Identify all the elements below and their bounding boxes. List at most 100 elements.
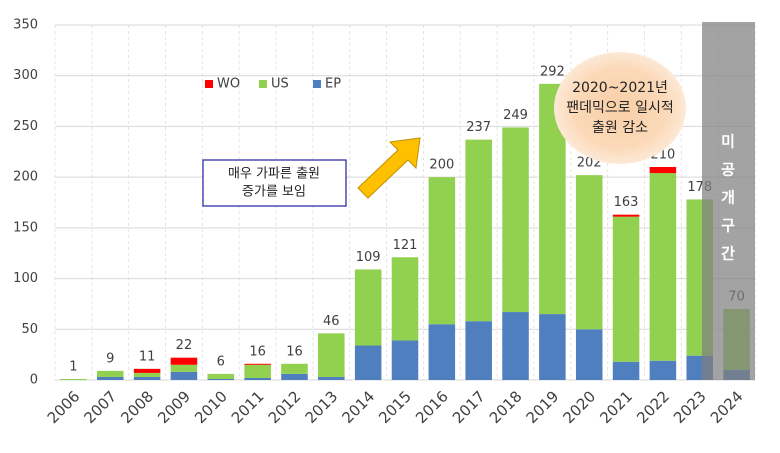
x-tick-label: 2010: [191, 387, 231, 427]
bar-segment: [575, 175, 603, 330]
x-tick-label: 2011: [228, 387, 268, 427]
total-label: 11: [139, 349, 156, 364]
x-tick-label: 2014: [338, 387, 378, 427]
total-label: 200: [429, 158, 454, 173]
total-label: 292: [540, 64, 565, 79]
bar-segment: [244, 377, 271, 380]
bar-segment: [170, 357, 198, 365]
bar-segment: [281, 363, 308, 374]
bar-segment: [612, 216, 640, 362]
arrow: [357, 137, 421, 199]
y-tick-label: 300: [13, 68, 38, 83]
legend-label: EP: [325, 77, 341, 92]
annotation-text: 증가를 보임: [242, 185, 306, 200]
bar-segment: [428, 324, 456, 380]
bar-segment: [97, 376, 124, 380]
bar-segment: [575, 329, 603, 380]
annotation-text: 팬데믹으로 일시적: [566, 100, 674, 116]
x-tick-label: 2012: [265, 387, 305, 427]
bar-segment: [281, 373, 308, 380]
bar-segment: [318, 376, 345, 380]
y-tick-label: 50: [21, 322, 38, 337]
total-label: 6: [217, 354, 225, 369]
y-tick-label: 350: [13, 18, 38, 33]
x-tick-label: 2009: [154, 387, 194, 427]
y-tick-label: 250: [13, 119, 38, 134]
bar-segment: [391, 340, 419, 380]
legend-swatch: [313, 80, 321, 88]
bar-segment: [391, 257, 419, 341]
undisclosed-band: [702, 22, 755, 380]
x-tick-label: 2007: [81, 387, 121, 427]
bar-segment: [465, 321, 492, 380]
annotation-text: 공: [721, 161, 735, 179]
bar-segment: [354, 269, 382, 346]
x-tick-label: 2020: [559, 387, 599, 427]
bar-segment: [133, 376, 161, 380]
legend-swatch: [259, 80, 267, 88]
y-tick-label: 200: [13, 170, 38, 185]
bar-segment: [539, 314, 566, 380]
annotation-box: [202, 159, 347, 207]
x-tick-label: 2016: [412, 387, 452, 427]
y-tick-label: 100: [13, 271, 38, 286]
bar-segment: [133, 368, 161, 373]
bar-segment: [649, 173, 677, 361]
annotation-text: 출원 감소: [592, 120, 648, 136]
bar-segment: [207, 378, 235, 380]
annotation-text: 개: [721, 189, 735, 207]
bar-segment: [244, 364, 271, 378]
bar-segment: [318, 333, 345, 377]
total-label: 9: [106, 351, 114, 366]
annotation-text: 미: [721, 133, 735, 151]
x-tick-label: 2021: [596, 387, 636, 427]
bar-segment: [170, 364, 198, 372]
bar-segment: [207, 373, 235, 379]
total-label: 109: [356, 250, 381, 265]
total-label: 163: [614, 195, 639, 210]
legend-label: WO: [217, 77, 240, 92]
bar-segment: [97, 370, 124, 377]
annotation-text: 매우 가파른 출원: [228, 167, 320, 182]
total-label: 121: [393, 238, 418, 253]
total-label: 22: [176, 338, 193, 353]
bar-segment: [354, 345, 382, 380]
y-tick-label: 150: [13, 220, 38, 235]
bar-segment: [60, 378, 87, 380]
x-tick-label: 2017: [449, 387, 489, 427]
x-tick-label: 2018: [486, 387, 526, 427]
bar-segment: [465, 139, 492, 322]
bar-segment: [612, 214, 640, 217]
annotation-ellipse: [554, 52, 686, 164]
annotation-text: 간: [721, 245, 735, 263]
bar-segment: [612, 361, 640, 380]
total-label: 16: [249, 344, 266, 359]
legend-label: US: [271, 77, 289, 92]
x-tick-label: 2023: [670, 387, 710, 427]
bar-segment: [170, 371, 198, 380]
total-label: 1: [69, 359, 77, 374]
bar-segment: [649, 360, 677, 380]
total-label: 249: [503, 108, 528, 123]
total-label: 16: [286, 344, 303, 359]
x-tick-label: 2008: [117, 387, 157, 427]
total-label: 46: [323, 314, 340, 329]
x-tick-label: 2024: [707, 387, 747, 427]
legend-swatch: [205, 80, 213, 88]
bar-segment: [428, 177, 456, 325]
annotation-text: 구: [721, 217, 735, 235]
bar-segment: [133, 372, 161, 377]
bar-segment: [502, 127, 529, 313]
bar-segment: [649, 167, 677, 174]
y-tick-label: 0: [30, 373, 38, 388]
x-tick-label: 2015: [375, 387, 415, 427]
total-label: 237: [466, 120, 491, 135]
bar-segment: [502, 312, 529, 380]
x-tick-label: 2006: [44, 387, 84, 427]
annotation-text: 2020~2021년: [572, 80, 668, 96]
x-tick-label: 2013: [302, 387, 342, 427]
bar-segment: [244, 363, 271, 365]
x-tick-label: 2019: [523, 387, 563, 427]
